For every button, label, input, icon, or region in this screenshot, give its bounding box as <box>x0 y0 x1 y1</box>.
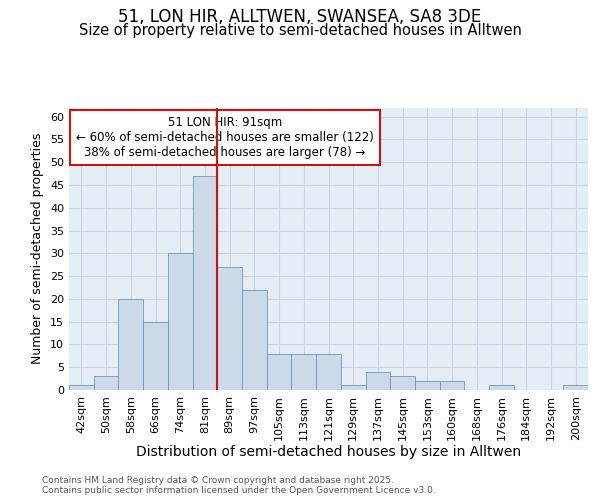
Bar <box>440 381 464 390</box>
Bar <box>193 176 217 390</box>
Text: Contains HM Land Registry data © Crown copyright and database right 2025.
Contai: Contains HM Land Registry data © Crown c… <box>42 476 436 495</box>
Bar <box>415 381 440 390</box>
Bar <box>390 376 415 390</box>
Y-axis label: Number of semi-detached properties: Number of semi-detached properties <box>31 133 44 364</box>
Bar <box>217 267 242 390</box>
Bar <box>118 299 143 390</box>
Bar <box>168 254 193 390</box>
Bar <box>365 372 390 390</box>
Bar <box>242 290 267 390</box>
Text: 51, LON HIR, ALLTWEN, SWANSEA, SA8 3DE: 51, LON HIR, ALLTWEN, SWANSEA, SA8 3DE <box>118 8 482 26</box>
X-axis label: Distribution of semi-detached houses by size in Alltwen: Distribution of semi-detached houses by … <box>136 446 521 460</box>
Bar <box>143 322 168 390</box>
Bar <box>563 386 588 390</box>
Text: 51 LON HIR: 91sqm
← 60% of semi-detached houses are smaller (122)
38% of semi-de: 51 LON HIR: 91sqm ← 60% of semi-detached… <box>76 116 374 159</box>
Bar <box>69 386 94 390</box>
Bar <box>292 354 316 390</box>
Bar <box>341 386 365 390</box>
Bar <box>267 354 292 390</box>
Bar <box>316 354 341 390</box>
Text: Size of property relative to semi-detached houses in Alltwen: Size of property relative to semi-detach… <box>79 22 521 38</box>
Bar <box>489 386 514 390</box>
Bar <box>94 376 118 390</box>
